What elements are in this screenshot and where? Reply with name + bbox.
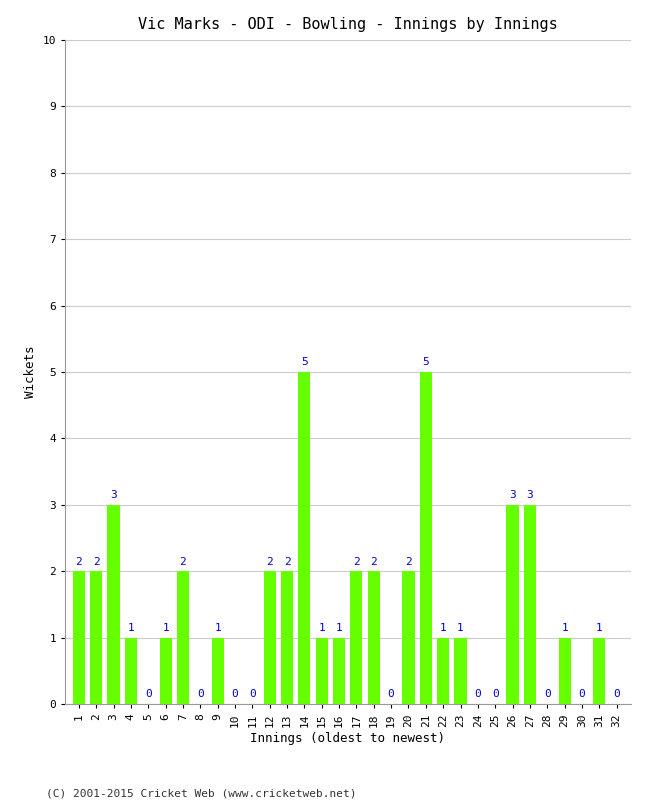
Bar (420, 372, 432, 704)
Text: 1: 1 (596, 623, 603, 633)
Text: 0: 0 (492, 690, 499, 699)
Text: 1: 1 (162, 623, 169, 633)
Text: 1: 1 (127, 623, 135, 633)
Text: 0: 0 (197, 690, 203, 699)
Bar (264, 571, 276, 704)
Text: 2: 2 (353, 557, 360, 566)
Bar (593, 638, 605, 704)
Text: 0: 0 (613, 690, 620, 699)
Bar (281, 571, 293, 704)
Text: 0: 0 (474, 690, 481, 699)
Text: 3: 3 (509, 490, 516, 500)
Text: 1: 1 (561, 623, 568, 633)
Text: 2: 2 (370, 557, 377, 566)
X-axis label: Innings (oldest to newest): Innings (oldest to newest) (250, 732, 445, 745)
Text: 0: 0 (578, 690, 585, 699)
Text: 0: 0 (249, 690, 255, 699)
Text: 2: 2 (405, 557, 412, 566)
Title: Vic Marks - ODI - Bowling - Innings by Innings: Vic Marks - ODI - Bowling - Innings by I… (138, 17, 558, 32)
Bar (107, 505, 120, 704)
Bar (558, 638, 571, 704)
Bar (316, 638, 328, 704)
Text: 3: 3 (111, 490, 117, 500)
Bar (368, 571, 380, 704)
Text: 2: 2 (75, 557, 83, 566)
Text: 1: 1 (214, 623, 221, 633)
Bar (90, 571, 102, 704)
Bar (524, 505, 536, 704)
Bar (177, 571, 189, 704)
Bar (454, 638, 467, 704)
Text: 1: 1 (318, 623, 325, 633)
Text: 1: 1 (335, 623, 343, 633)
Text: 1: 1 (440, 623, 447, 633)
Bar (73, 571, 85, 704)
Text: 0: 0 (388, 690, 395, 699)
Bar (212, 638, 224, 704)
Text: (C) 2001-2015 Cricket Web (www.cricketweb.net): (C) 2001-2015 Cricket Web (www.cricketwe… (46, 788, 356, 798)
Text: 2: 2 (93, 557, 99, 566)
Text: 3: 3 (526, 490, 533, 500)
Bar (350, 571, 363, 704)
Y-axis label: Wickets: Wickets (24, 346, 37, 398)
Bar (333, 638, 345, 704)
Bar (125, 638, 137, 704)
Text: 5: 5 (422, 358, 429, 367)
Bar (437, 638, 449, 704)
Bar (506, 505, 519, 704)
Text: 2: 2 (283, 557, 291, 566)
Text: 1: 1 (457, 623, 464, 633)
Bar (298, 372, 311, 704)
Text: 0: 0 (544, 690, 551, 699)
Text: 2: 2 (179, 557, 187, 566)
Text: 0: 0 (231, 690, 239, 699)
Text: 5: 5 (301, 358, 307, 367)
Bar (159, 638, 172, 704)
Bar (402, 571, 415, 704)
Text: 0: 0 (145, 690, 151, 699)
Text: 2: 2 (266, 557, 273, 566)
